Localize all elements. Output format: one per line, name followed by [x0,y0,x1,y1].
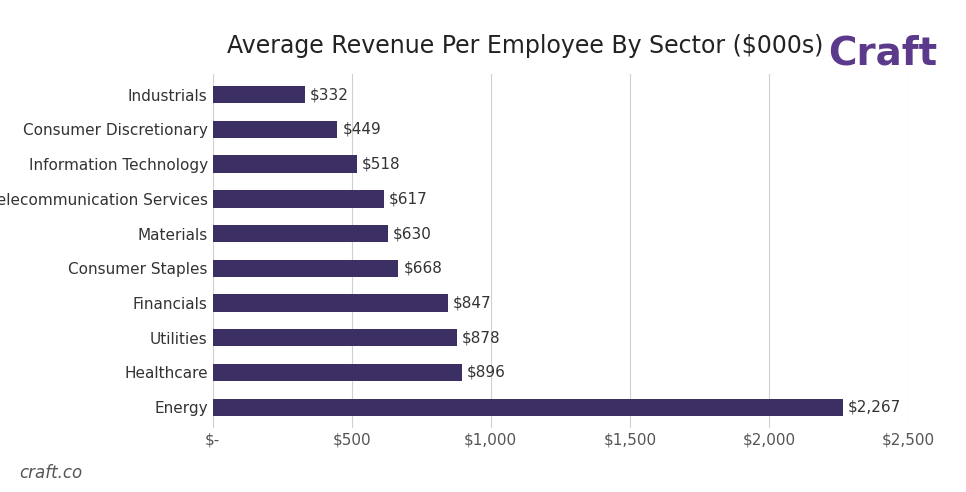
Bar [213,155,356,173]
Text: $617: $617 [389,191,428,206]
Bar [213,399,843,416]
Bar [213,225,387,242]
Bar [213,364,462,381]
Text: $449: $449 [342,122,382,137]
Text: $2,267: $2,267 [848,400,901,415]
Bar [213,86,305,103]
Text: $847: $847 [453,296,492,310]
Text: Craft: Craft [828,34,937,72]
Text: Average Revenue Per Employee By Sector ($000s): Average Revenue Per Employee By Sector (… [227,34,824,59]
Text: $896: $896 [467,365,505,380]
Bar [213,294,448,312]
Bar [213,121,337,138]
Bar [213,190,384,208]
Bar [213,260,398,277]
Text: $518: $518 [361,156,400,172]
Bar [213,329,457,346]
Text: $878: $878 [462,330,500,345]
Text: $332: $332 [310,87,349,102]
Text: $668: $668 [404,261,442,276]
Text: $630: $630 [393,226,432,241]
Text: craft.co: craft.co [19,464,82,482]
